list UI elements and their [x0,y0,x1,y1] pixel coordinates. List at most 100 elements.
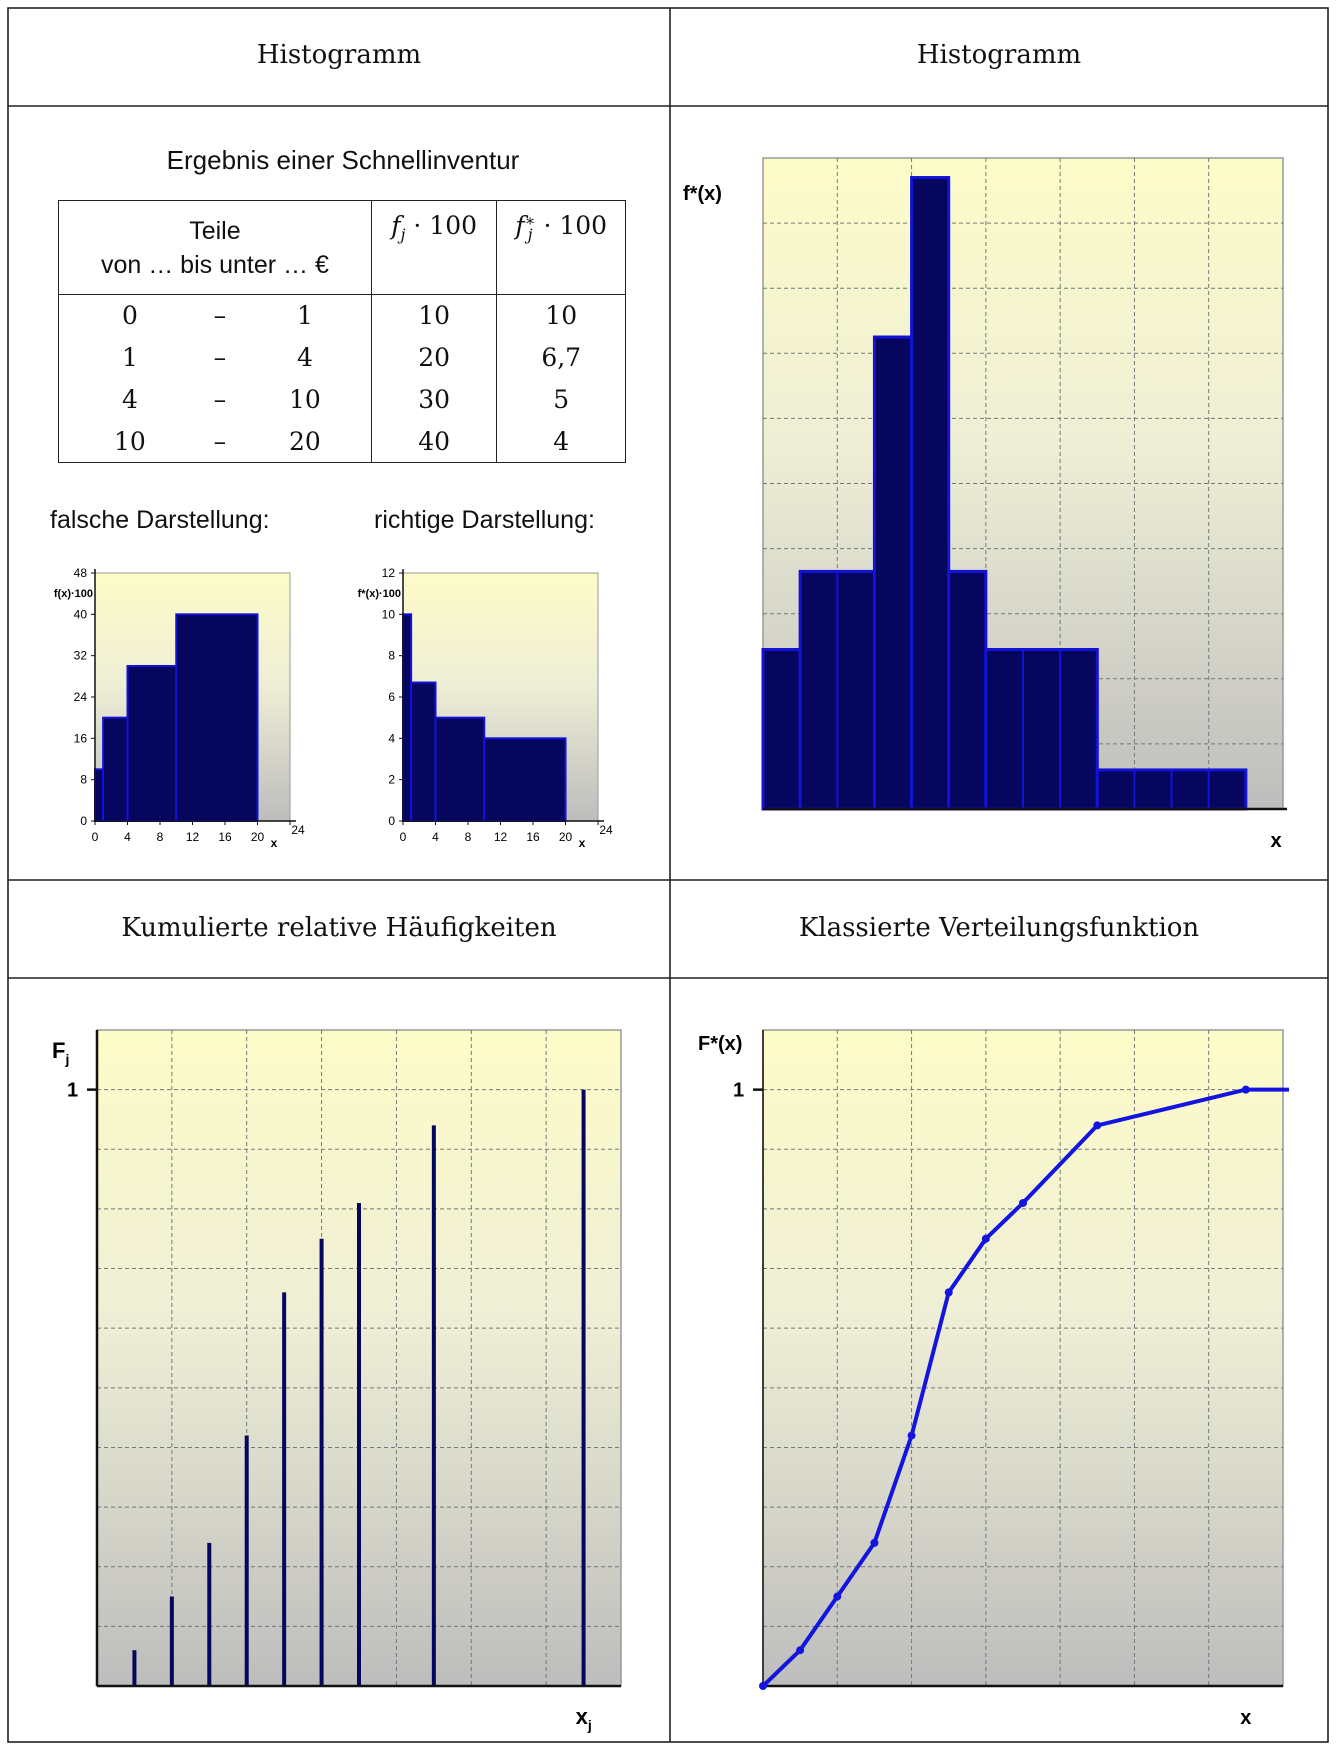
data-point [944,1288,953,1297]
x-tick-label: 12 [494,830,508,844]
row-dash: – [213,385,227,414]
x-axis-label: x [1240,1707,1251,1729]
y-tick-label: 12 [382,566,396,580]
chart-distribution: 1 F*(x) x [698,1029,1289,1729]
bar [910,176,951,811]
bar [483,737,567,822]
bar [947,569,988,811]
y-tick-label: 6 [388,690,395,704]
x-tick-label: 0 [400,830,407,844]
row-to: 1 [296,301,313,331]
x-axis-label: x [579,836,586,850]
row-to: 4 [296,343,313,372]
x-axis-label: xj [576,1704,592,1733]
y-axis-label: Fj [52,1038,69,1067]
y-tick-label: 24 [74,690,88,704]
row-fstar: 10 [496,294,626,337]
chart-histogram: f*(x) x [683,157,1287,852]
x-axis-label: x [271,836,278,850]
row-from: 0 [121,301,138,331]
x-tick-label: 12 [186,830,200,844]
row-fstar: 4 [496,420,626,463]
data-point [907,1431,916,1440]
bar [175,613,259,823]
row-from: 1 [121,343,138,372]
row-from: 4 [121,385,138,414]
row-dash: – [213,343,227,372]
data-point [1241,1085,1250,1094]
table-row: 4 – 10 30 5 [58,378,626,421]
bar [761,648,802,811]
wrong-label: falsche Darstellung: [50,506,270,534]
bar [872,335,914,811]
y-axis-label: f*(x) [683,183,722,205]
header-bottom-left: Kumulierte relative Häufigkeiten [121,913,557,943]
bar [984,648,1099,811]
x-tick-label: 16 [218,830,232,844]
table-row: 10 – 20 40 4 [58,420,626,463]
bar [102,716,129,823]
y-tick-label: 10 [382,607,396,621]
row-fstar: 6,7 [496,336,626,379]
y-tick-label: 8 [388,649,395,663]
y-axis-label: F*(x) [698,1033,742,1055]
row-to: 20 [289,426,321,456]
y-tick-label: 40 [74,607,88,621]
row-dash: – [213,301,227,331]
data-point [1093,1121,1102,1130]
x-axis-label: x [1270,830,1281,852]
header-top-left: Histogramm [256,40,422,70]
row-dash: – [213,426,227,456]
data-point [833,1592,842,1601]
x-tick-label: 16 [526,830,540,844]
row-f: 40 [371,420,498,463]
row-from: 10 [114,426,146,456]
x-tick-label: 24 [599,823,613,837]
x-tick-label: 24 [291,823,305,837]
y-tick-label: 0 [388,814,395,828]
row-f: 10 [371,294,498,337]
bar [126,665,178,822]
row-to: 10 [289,385,321,414]
chart-cumulative: 1 Fj xj [52,1029,622,1733]
y-tick-label: 4 [388,731,395,745]
bar [402,613,413,823]
data-point [870,1538,879,1547]
x-tick-label: 4 [432,830,439,844]
col-class-line2: von … bis unter … € [100,250,329,279]
plot-area [762,1029,1284,1687]
x-tick-label: 8 [465,830,472,844]
y-tick-label: 16 [74,731,88,745]
y-tick-label: 0 [80,814,87,828]
y-tick-label: 1 [733,1080,744,1102]
col-class-line1: Teile [189,216,241,245]
row-f: 30 [371,378,498,421]
right-label: richtige Darstellung: [374,506,595,534]
y-tick-label: 1 [67,1080,78,1102]
bar [410,681,437,822]
table-row: 1 – 4 20 6,7 [58,336,626,379]
bar [94,768,105,822]
y-tick-label: 8 [80,773,87,787]
x-tick-label: 20 [251,830,265,844]
y-axis-label: f*(x)·100 [358,588,401,600]
x-tick-label: 0 [92,830,99,844]
header-top-right: Histogramm [916,40,1082,70]
row-fstar: 5 [496,378,626,421]
y-tick-label: 2 [388,773,395,787]
data-point [981,1234,990,1243]
data-point [796,1646,805,1655]
table-row: 0 – 1 10 10 [58,294,626,337]
bar [434,716,486,823]
data-point [759,1682,767,1690]
x-tick-label: 8 [157,830,164,844]
y-tick-label: 48 [74,566,88,580]
y-axis-label: f(x)·100 [54,588,93,600]
inventory-table: Teile von … bis unter … € fj · 100 f ∗ j ·… [58,200,626,463]
row-f: 20 [371,336,498,379]
data-point [1019,1198,1027,1207]
x-tick-label: 20 [559,830,573,844]
